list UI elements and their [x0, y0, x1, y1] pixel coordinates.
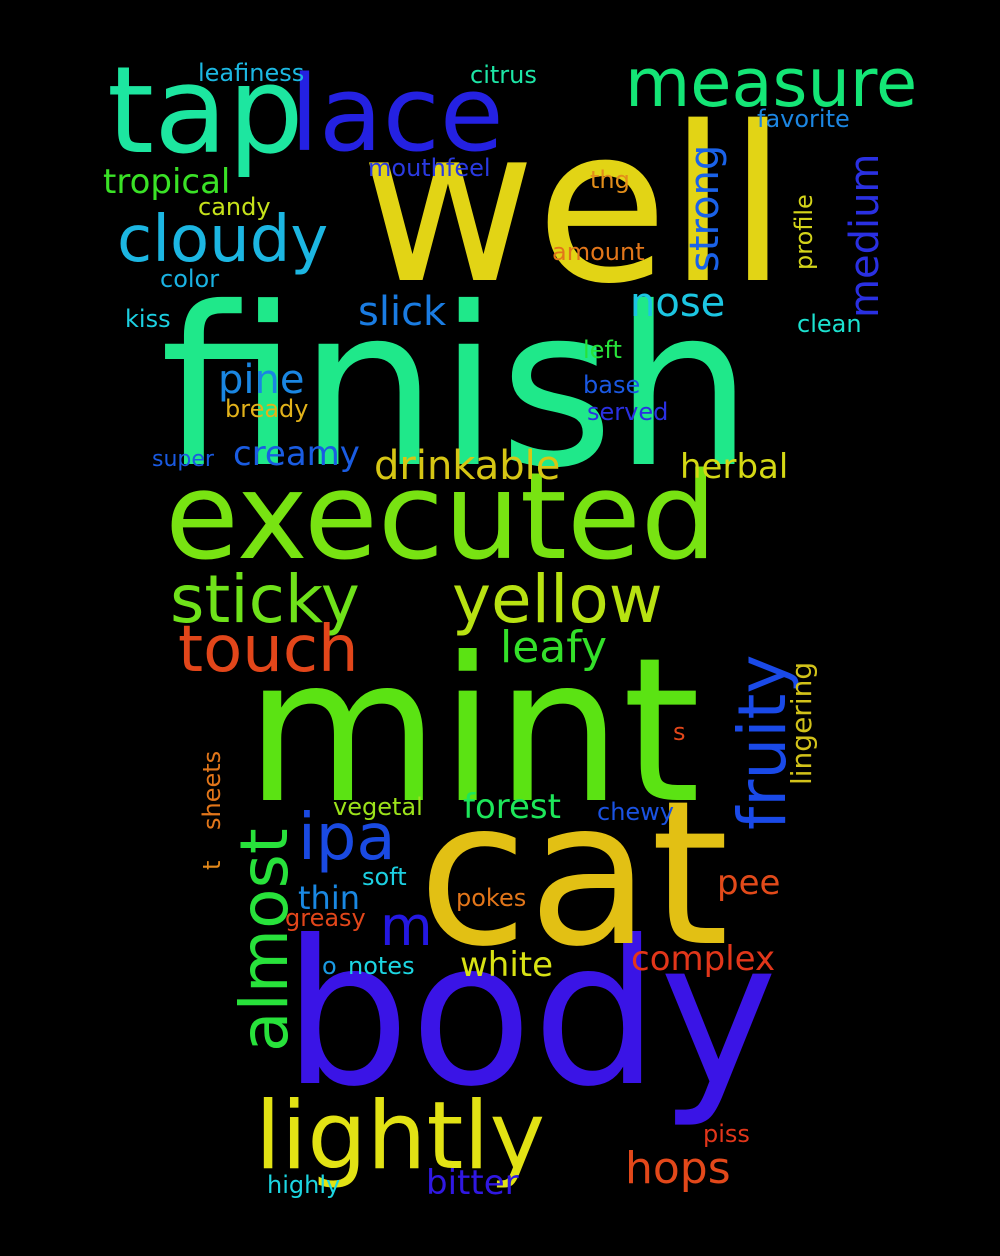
word-pee: pee [717, 863, 781, 903]
word-sheets: sheets [198, 750, 226, 830]
word-finish: finish [160, 260, 754, 516]
word-nose: nose [630, 280, 726, 326]
word-bitter: bitter [426, 1163, 519, 1203]
word-cat: cat [418, 758, 729, 991]
word-kiss: kiss [125, 305, 171, 333]
word-hops: hops [625, 1143, 731, 1194]
word-left: left [583, 336, 622, 364]
word-sticky: sticky [170, 561, 360, 638]
word-soft: soft [362, 863, 407, 891]
word-t: t [198, 860, 226, 870]
word-highly: highly [267, 1171, 341, 1199]
word-profile: profile [790, 194, 818, 270]
word-touch: touch [178, 613, 359, 687]
word-o: o [322, 952, 337, 980]
word-forest: forest [463, 787, 561, 827]
word-color: color [160, 265, 220, 293]
word-herbal: herbal [680, 447, 789, 487]
word-lingering: lingering [785, 661, 818, 785]
word-ipa: ipa [298, 801, 396, 875]
word-thin: thin [298, 879, 360, 917]
word-cloudy: cloudy [117, 203, 329, 277]
word-drinkable: drinkable [374, 443, 561, 489]
word-leafiness: leafiness [198, 59, 305, 87]
word-thg: thg [590, 166, 630, 194]
word-amount: amount [552, 238, 645, 266]
word-leafy: leafy [500, 622, 608, 673]
word-s: s [673, 718, 686, 746]
word-executed: executed [165, 448, 717, 587]
word-mint: mint [245, 615, 701, 848]
word-white: white [460, 945, 554, 985]
word-chewy: chewy [597, 798, 675, 826]
word-candy: candy [198, 193, 271, 221]
word-almost: almost [226, 828, 303, 1052]
word-notes: notes [348, 952, 415, 980]
word-pokes: pokes [456, 884, 527, 912]
word-greasy: greasy [285, 904, 366, 932]
word-lace: lace [290, 53, 504, 175]
word-base: base [583, 371, 641, 399]
word-slick: slick [358, 289, 447, 335]
word-citrus: citrus [470, 61, 537, 89]
word-body: body [283, 898, 778, 1131]
word-complex: complex [631, 939, 776, 979]
word-well: well [360, 80, 788, 331]
word-lightly: lightly [255, 1082, 546, 1191]
word-tap: tap [107, 42, 304, 181]
word-vegetal: vegetal [333, 793, 423, 821]
word-served: served [587, 398, 669, 426]
word-bready: bready [225, 395, 309, 423]
word-tropical: tropical [103, 162, 231, 202]
word-clean: clean [797, 310, 862, 338]
word-pine: pine [218, 357, 305, 403]
word-measure: measure [625, 44, 918, 122]
word-yellow: yellow [452, 561, 663, 638]
word-favorite: favorite [757, 105, 850, 133]
word-super: super [152, 447, 214, 472]
word-m: m [380, 895, 433, 958]
word-piss: piss [703, 1120, 750, 1148]
word-medium: medium [842, 153, 888, 318]
word-strong: strong [682, 144, 728, 272]
word-mouthfeel: mouthfeel [368, 154, 491, 182]
word-creamy: creamy [233, 434, 360, 474]
